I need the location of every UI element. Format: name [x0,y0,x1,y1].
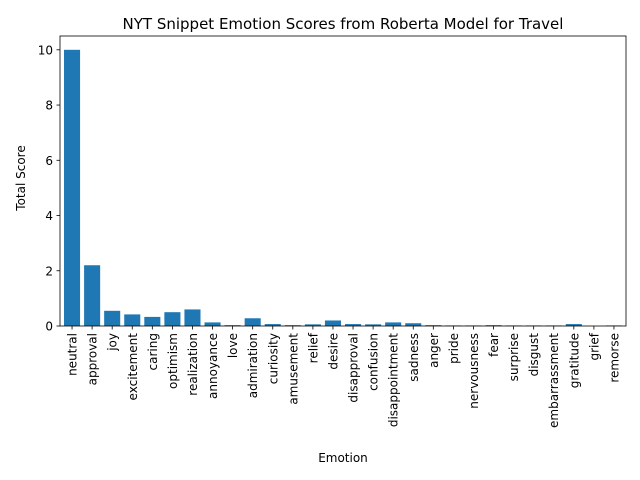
x-tick-label-gratitude: gratitude [567,333,581,388]
x-tick-label-admiration: admiration [246,333,260,398]
x-tick-label-curiosity: curiosity [266,333,280,384]
bar-disappointment [385,322,402,326]
bar-sadness [405,323,422,326]
bar-realization [184,309,201,326]
x-tick-label-embarrassment: embarrassment [547,333,561,428]
x-tick-label-pride: pride [447,333,461,364]
x-tick-label-joy: joy [106,333,120,352]
y-tick-label: 0 [45,320,53,334]
x-axis-label: Emotion [318,451,368,465]
x-tick-label-fear: fear [487,333,501,357]
x-tick-label-nervousness: nervousness [467,333,481,409]
x-tick-label-annoyance: annoyance [206,333,220,399]
x-tick-label-neutral: neutral [66,333,80,376]
bar-love [224,325,241,326]
x-tick-label-anger: anger [427,333,441,368]
y-tick-label: 10 [38,43,53,57]
x-tick-label-amusement: amusement [286,333,300,405]
bar-disapproval [345,324,362,326]
x-tick-label-approval: approval [86,333,100,385]
chart-title: NYT Snippet Emotion Scores from Roberta … [123,15,564,33]
bar-relief [304,324,321,326]
axes-frame [59,35,627,327]
bar-gratitude [565,324,582,326]
x-tick-label-realization: realization [186,333,200,396]
y-tick-label: 8 [45,99,53,113]
bar-anger [425,325,442,326]
bar-optimism [164,312,181,326]
x-tick-label-excitement: excitement [126,333,140,401]
bar-caring [144,316,161,326]
bar-approval [84,265,101,326]
bar-fear [485,325,502,326]
x-tick-label-optimism: optimism [166,333,180,389]
bar-admiration [244,318,261,326]
bar-curiosity [264,324,281,326]
bar-excitement [124,314,141,326]
x-tick-label-love: love [226,333,240,358]
bar-joy [104,310,121,326]
y-axis-label: Total Score [14,145,28,211]
x-tick-label-sadness: sadness [407,333,421,382]
bar-confusion [365,324,382,326]
x-tick-label-grief: grief [587,332,601,360]
x-tick-label-caring: caring [146,333,160,370]
plot-area: 0 2 4 6 8 10 neutral approval joy excitement carin… [38,35,627,428]
x-tick-label-disgust: disgust [527,333,541,377]
bar-desire [324,320,341,326]
y-tick-label: 2 [45,264,53,278]
bar-annoyance [204,322,221,326]
x-tick-label-relief: relief [306,332,320,363]
x-tick-label-desire: desire [326,333,340,370]
bar-amusement [284,325,301,326]
x-tick-label-confusion: confusion [367,333,381,391]
x-tick-label-remorse: remorse [607,333,621,383]
x-tick-label-disappointment: disappointment [387,333,401,427]
bar-neutral [64,49,81,327]
y-tick-label: 6 [45,154,53,168]
x-tick-label-disapproval: disapproval [347,333,361,403]
y-tick-label: 4 [45,209,53,223]
x-tick-label-surprise: surprise [507,333,521,381]
